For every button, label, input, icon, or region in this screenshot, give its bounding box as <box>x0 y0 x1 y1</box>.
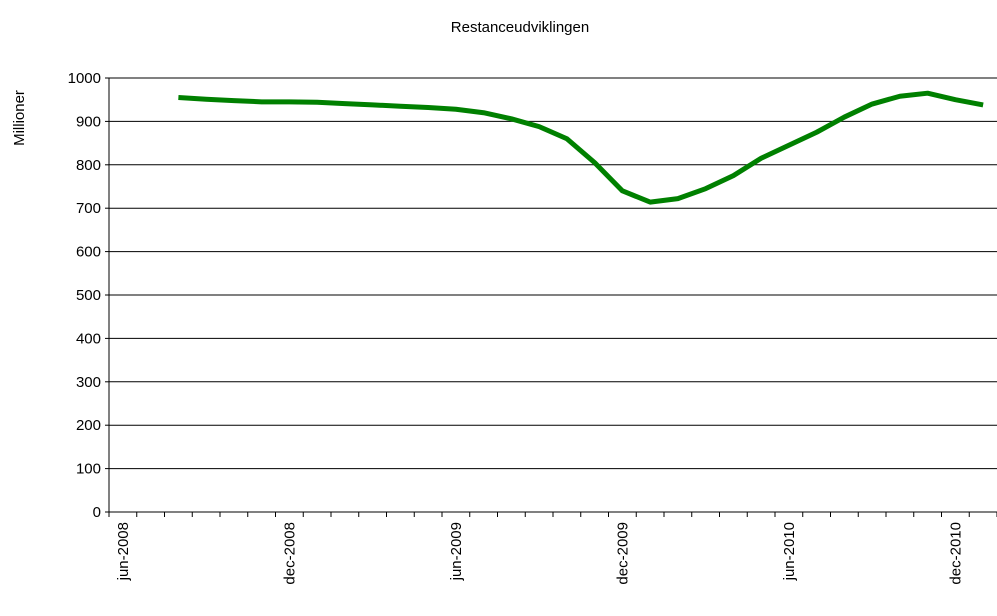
y-tick-label: 100 <box>76 461 101 478</box>
x-tick-label: dec-2008 <box>281 522 298 585</box>
data-line <box>178 90 984 205</box>
y-tick-label: 500 <box>76 287 101 304</box>
y-tick-label: 1000 <box>68 70 101 87</box>
y-tick-label: 900 <box>76 113 101 130</box>
y-tick-label: 700 <box>76 200 101 217</box>
chart-title: Restanceudviklingen <box>451 19 589 36</box>
y-tick-label: 200 <box>76 417 101 434</box>
y-tick-label: 400 <box>76 330 101 347</box>
y-tick-label: 300 <box>76 374 101 391</box>
y-axis-label: Millioner <box>11 90 28 146</box>
x-tick-label: jun-2010 <box>781 522 798 581</box>
x-tick-label: jun-2009 <box>448 522 465 581</box>
x-tick-label: jun-2008 <box>115 522 132 581</box>
y-tick-label: 600 <box>76 244 101 261</box>
x-tick-label: dec-2009 <box>614 522 631 585</box>
y-tick-label: 800 <box>76 157 101 174</box>
y-tick-label: 0 <box>93 504 101 521</box>
x-tick-label: dec-2010 <box>947 522 964 585</box>
